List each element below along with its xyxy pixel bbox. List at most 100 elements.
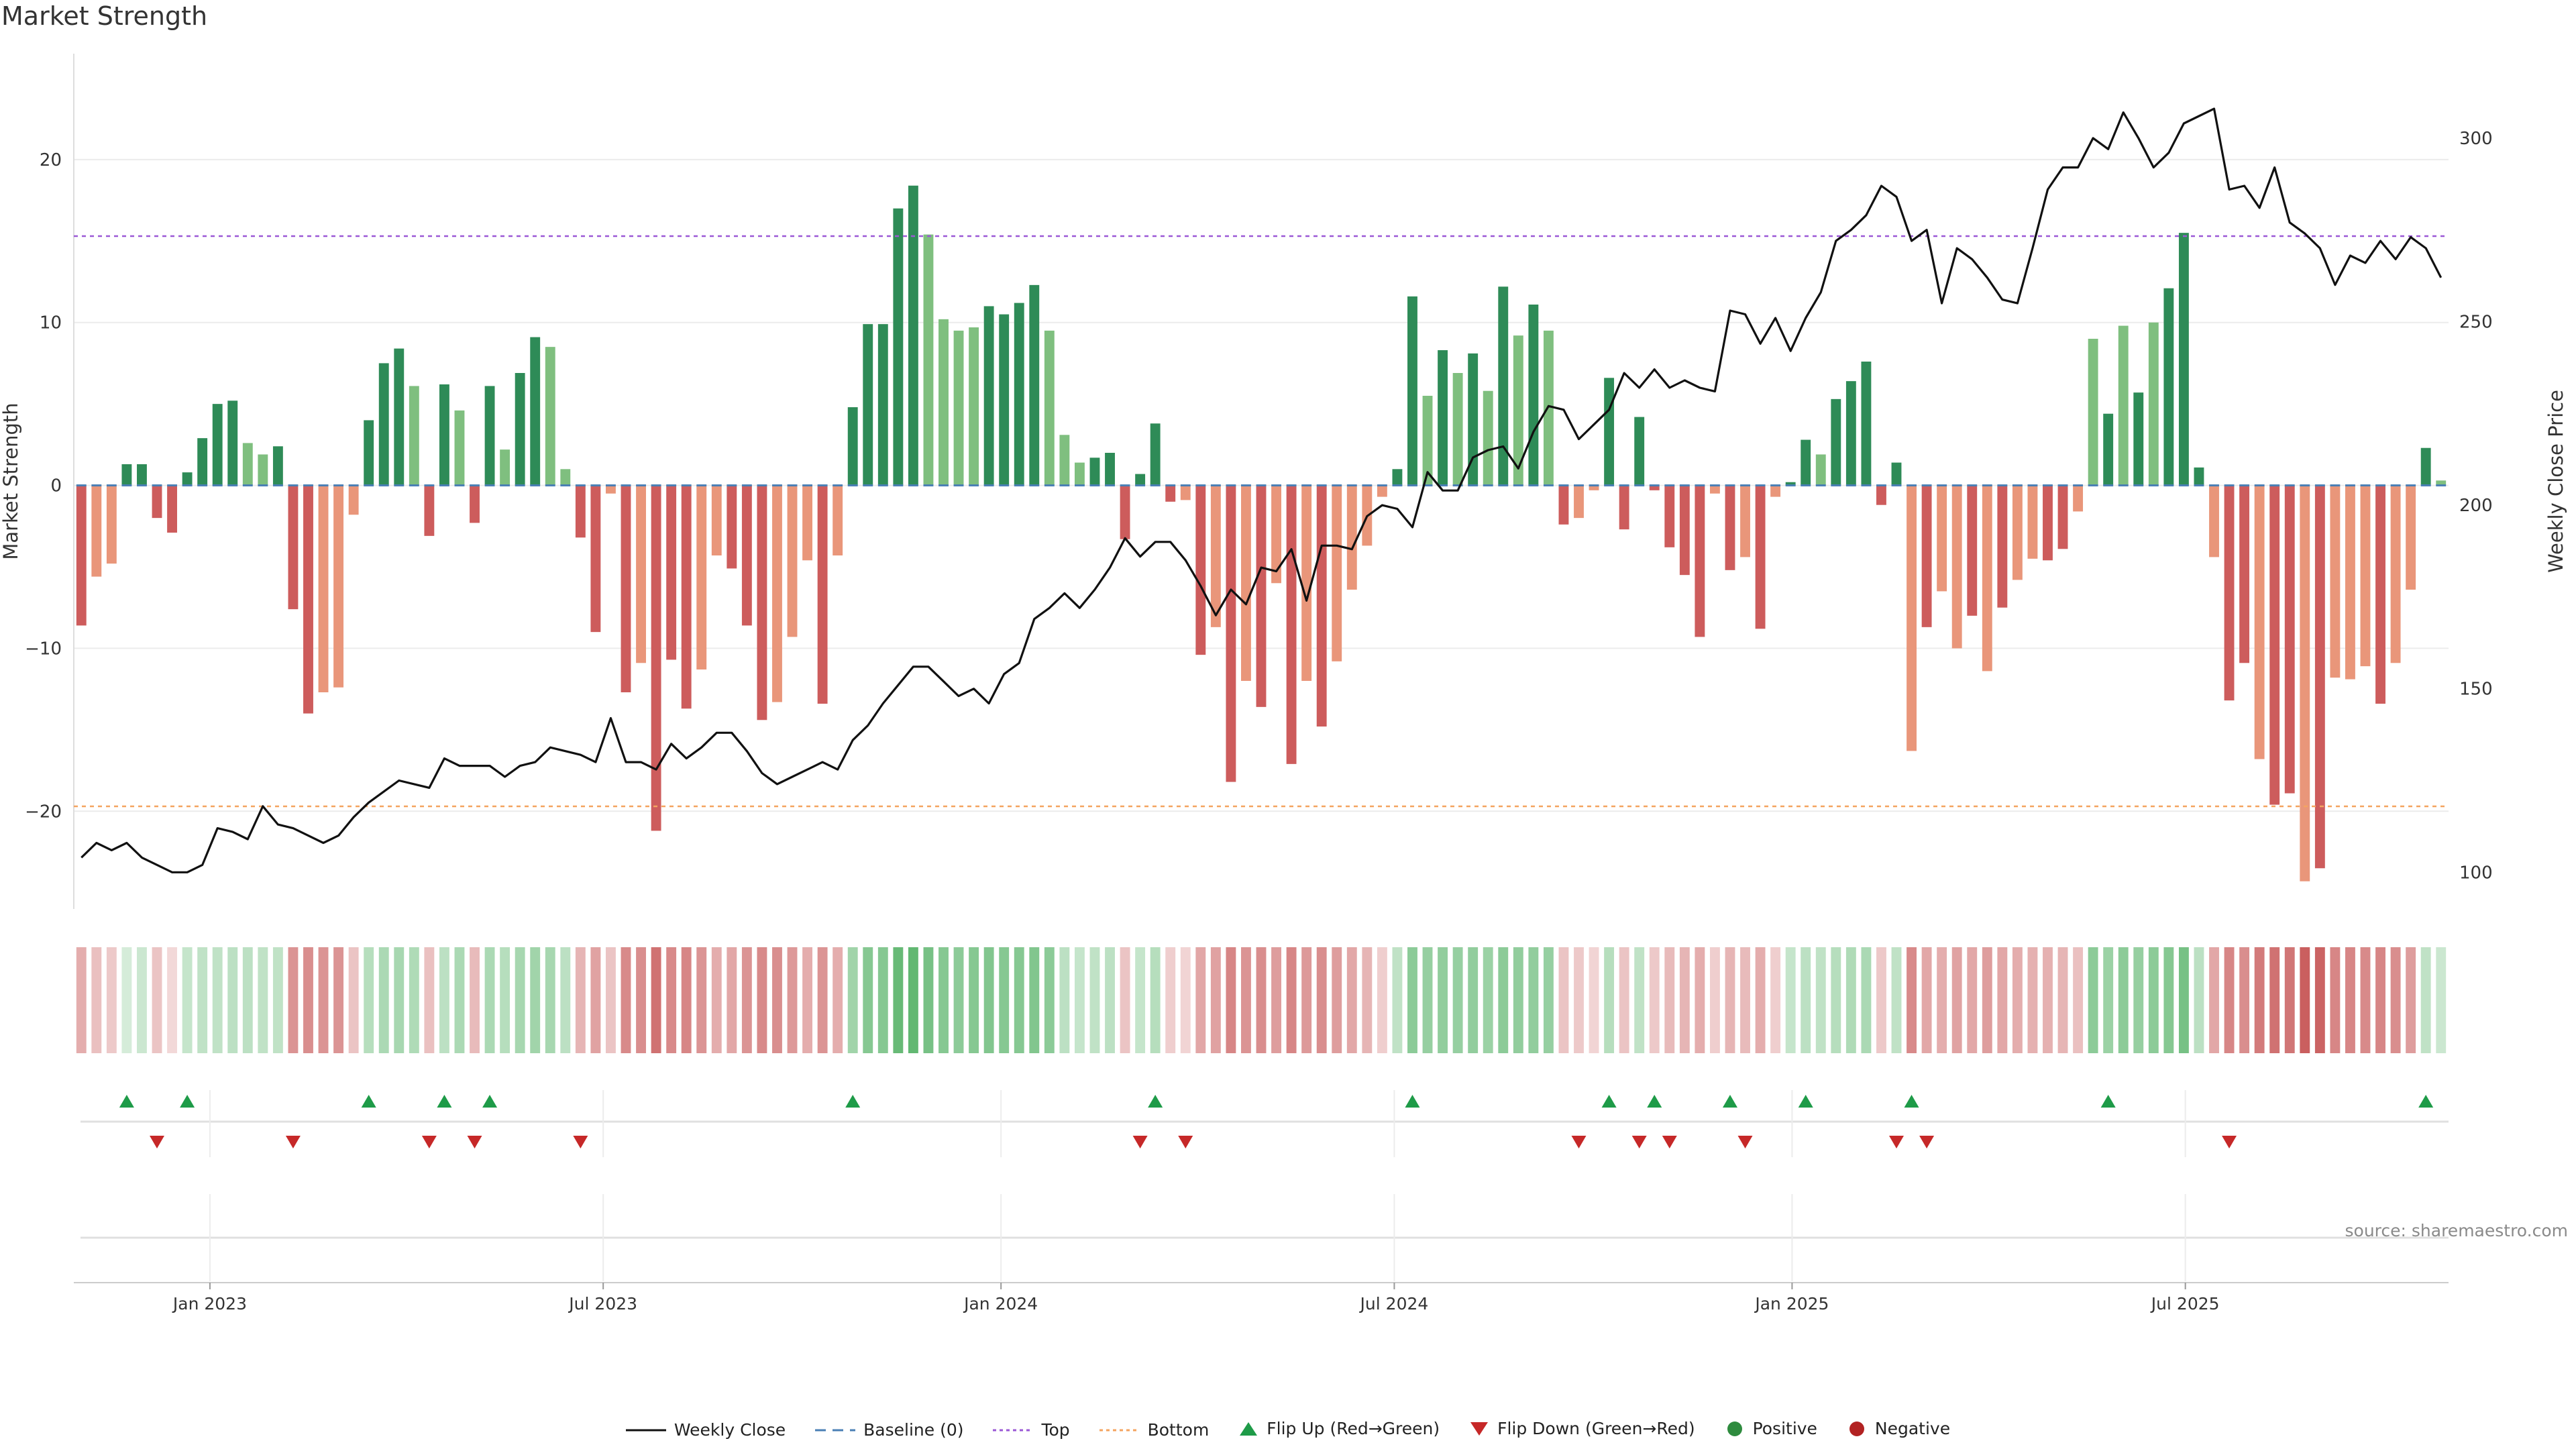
heat-cell <box>1861 947 1872 1053</box>
triangle-up-icon <box>1240 1421 1258 1436</box>
legend-flip-up-label: Flip Up (Red→Green) <box>1267 1419 1440 1438</box>
strength-bar <box>575 485 586 538</box>
heat-cell <box>1785 947 1796 1053</box>
heat-cell <box>1452 947 1463 1053</box>
strength-bar <box>2224 485 2235 701</box>
y-axis-label: Market Strength <box>0 402 22 559</box>
flip-down-marker <box>285 1136 301 1148</box>
legend-bottom-label: Bottom <box>1147 1420 1210 1440</box>
heat-cell <box>1165 947 1176 1053</box>
heat-cell <box>575 947 586 1053</box>
heat-cell <box>1528 947 1539 1053</box>
heat-cell <box>1845 947 1856 1053</box>
strength-bar <box>152 485 162 519</box>
strength-bar <box>470 485 480 523</box>
strength-bar <box>1785 482 1796 486</box>
heat-cell <box>1226 947 1236 1053</box>
heat-cell <box>2300 947 2310 1053</box>
strength-bar <box>1891 462 1902 486</box>
heat-cell <box>454 947 465 1053</box>
strength-bar <box>2133 392 2144 486</box>
x-tick-label: Jan 2023 <box>172 1294 247 1313</box>
x-tick-label: Jan 2024 <box>963 1294 1038 1313</box>
heat-cell <box>1029 947 1040 1053</box>
heat-cell <box>1831 947 1841 1053</box>
heat-cell <box>787 947 798 1053</box>
heat-cell <box>484 947 495 1053</box>
legend-negative: Negative <box>1847 1419 1950 1438</box>
flip-up-marker <box>1904 1095 1919 1108</box>
strength-bar <box>817 485 828 704</box>
strength-bar <box>1997 485 2008 608</box>
heat-cell <box>530 947 541 1053</box>
y-tick-label: −10 <box>25 639 62 659</box>
strength-bar <box>711 485 722 555</box>
dot-icon <box>1849 1421 1864 1436</box>
strength-bar <box>727 485 737 569</box>
heat-cell <box>696 947 707 1053</box>
strength-bar <box>983 306 994 486</box>
heat-cell <box>1392 947 1403 1053</box>
source-note: source: sharemaestro.com <box>2345 1221 2569 1240</box>
strength-bar <box>1256 485 1267 707</box>
heat-cell <box>590 947 601 1053</box>
strength-bar <box>938 319 949 486</box>
heat-cell <box>2345 947 2355 1053</box>
strength-bar <box>2118 325 2129 486</box>
strength-bar <box>121 464 132 486</box>
y-tick-label: −20 <box>25 802 62 822</box>
flip-up-marker <box>437 1095 452 1108</box>
strength-bar <box>2163 288 2174 486</box>
y2-tick-label: 100 <box>2459 863 2493 883</box>
strength-bar <box>2043 485 2053 561</box>
strength-bar <box>197 438 208 486</box>
flip-up-marker <box>1405 1095 1420 1108</box>
strength-bar <box>560 469 571 486</box>
strength-bar <box>227 400 238 486</box>
heat-cell <box>877 947 888 1053</box>
heat-cell <box>2027 947 2038 1053</box>
y2-tick-label: 200 <box>2459 496 2493 516</box>
heat-cell <box>2254 947 2265 1053</box>
heat-cell <box>2375 947 2385 1053</box>
strength-bar <box>2284 485 2295 794</box>
legend-weekly-close-label: Weekly Close <box>674 1420 786 1440</box>
heat-cell <box>999 947 1010 1053</box>
heat-cell <box>1815 947 1826 1053</box>
strength-bar <box>167 485 178 533</box>
heat-cell <box>1241 947 1251 1053</box>
heat-cell <box>1407 947 1417 1053</box>
heat-cell <box>681 947 692 1053</box>
heat-cell <box>1649 947 1660 1053</box>
dotted-line-swatch-icon <box>1099 1429 1140 1431</box>
legend-top: Top <box>993 1420 1070 1440</box>
heat-cell <box>2118 947 2129 1053</box>
strength-bar <box>212 404 223 486</box>
flip-up-marker <box>1722 1095 1737 1108</box>
strength-bar <box>2103 413 2114 486</box>
strength-bar <box>1513 335 1523 486</box>
strength-bar <box>1346 485 1357 590</box>
heat-cell <box>1921 947 1932 1053</box>
strength-bar <box>258 454 268 486</box>
strength-bar <box>182 472 193 486</box>
strength-bar <box>394 348 405 486</box>
strength-bar <box>1044 330 1055 486</box>
heat-cell <box>1286 947 1297 1053</box>
strength-bar <box>1301 485 1312 681</box>
triangle-down-icon <box>1470 1421 1489 1436</box>
heat-cell <box>137 947 147 1053</box>
heat-cell <box>711 947 722 1053</box>
strength-bar <box>2178 233 2189 486</box>
heat-cell <box>318 947 329 1053</box>
line-swatch-icon <box>625 1429 666 1431</box>
heat-cell <box>1346 947 1357 1053</box>
legend-flip-down: Flip Down (Green→Red) <box>1469 1419 1695 1438</box>
heat-cell <box>2436 947 2447 1053</box>
heat-cell <box>1135 947 1146 1053</box>
heat-cell <box>424 947 435 1053</box>
legend-baseline: Baseline (0) <box>815 1420 964 1440</box>
strength-bar <box>681 485 692 709</box>
heat-cell <box>1483 947 1493 1053</box>
